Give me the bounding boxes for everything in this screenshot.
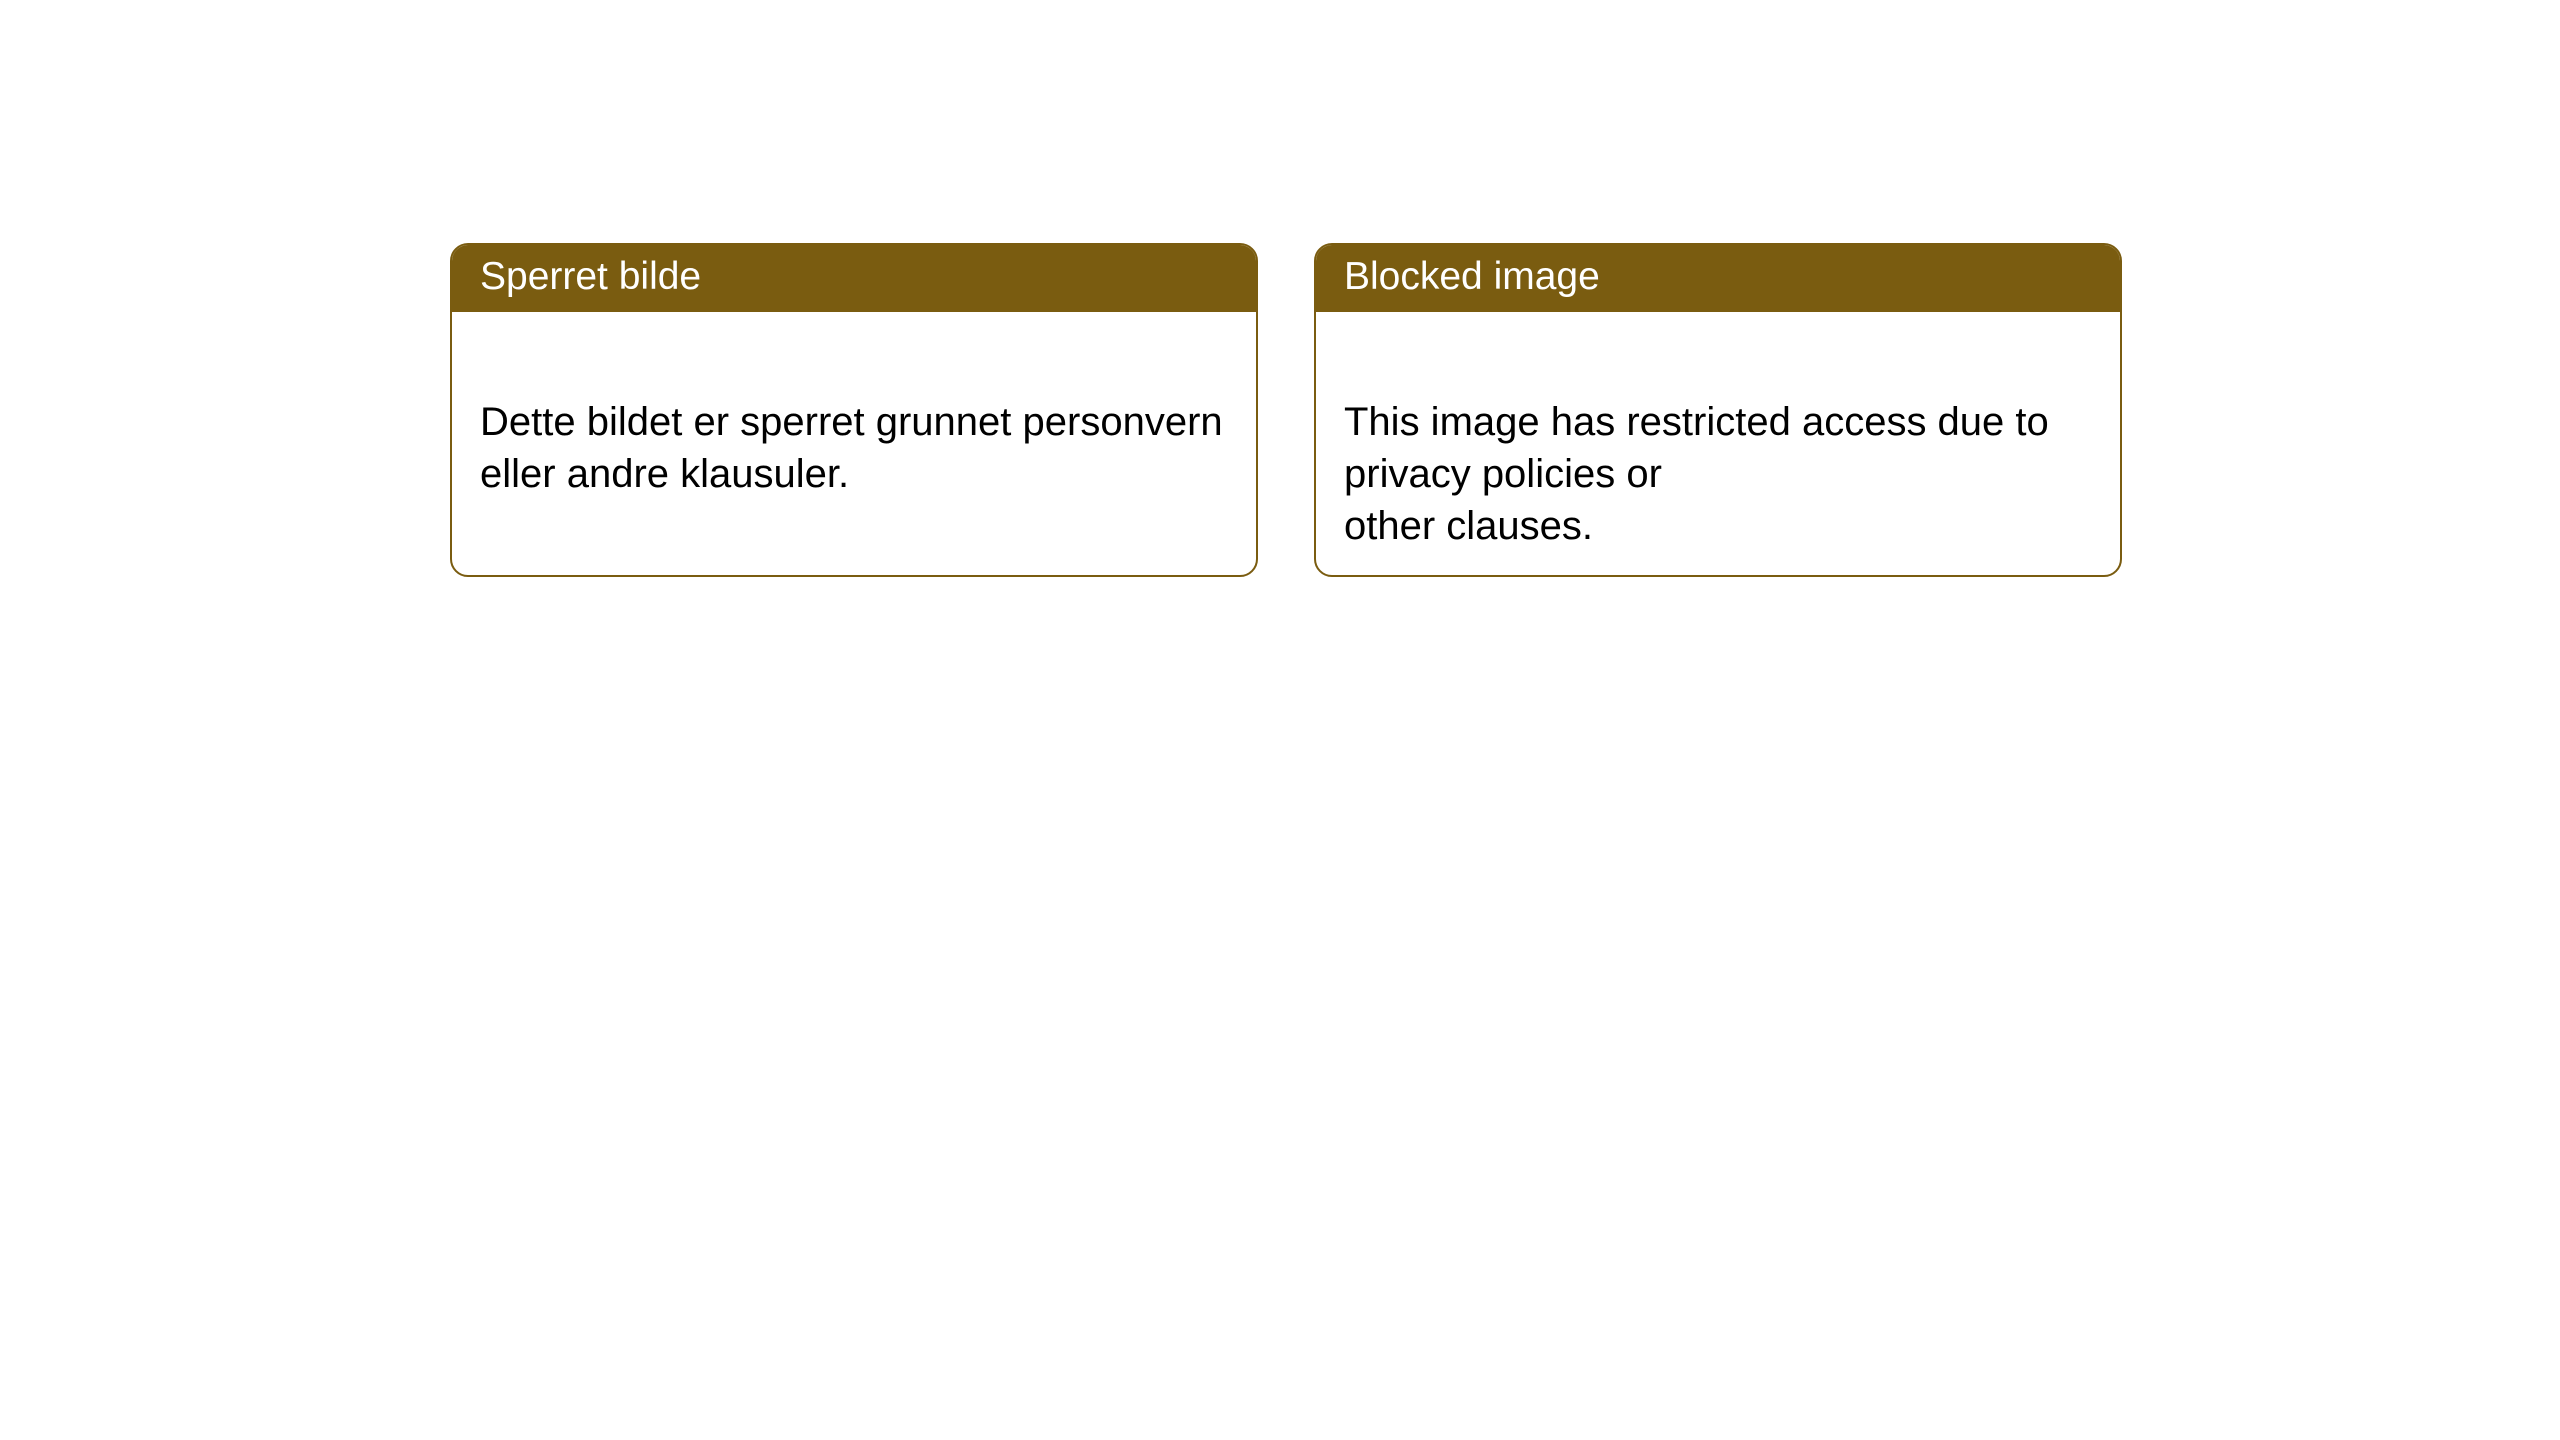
- blocked-image-card-english: Blocked image This image has restricted …: [1314, 243, 2122, 577]
- card-header: Sperret bilde: [452, 245, 1256, 312]
- card-body: This image has restricted access due to …: [1316, 312, 2120, 577]
- card-header: Blocked image: [1316, 245, 2120, 312]
- card-body: Dette bildet er sperret grunnet personve…: [452, 312, 1256, 532]
- card-body-text: Dette bildet er sperret grunnet personve…: [480, 400, 1223, 496]
- card-title: Blocked image: [1344, 255, 1600, 298]
- notice-container: Sperret bilde Dette bildet er sperret gr…: [0, 0, 2560, 577]
- card-body-text: This image has restricted access due to …: [1344, 400, 2049, 548]
- card-title: Sperret bilde: [480, 255, 701, 298]
- blocked-image-card-norwegian: Sperret bilde Dette bildet er sperret gr…: [450, 243, 1258, 577]
